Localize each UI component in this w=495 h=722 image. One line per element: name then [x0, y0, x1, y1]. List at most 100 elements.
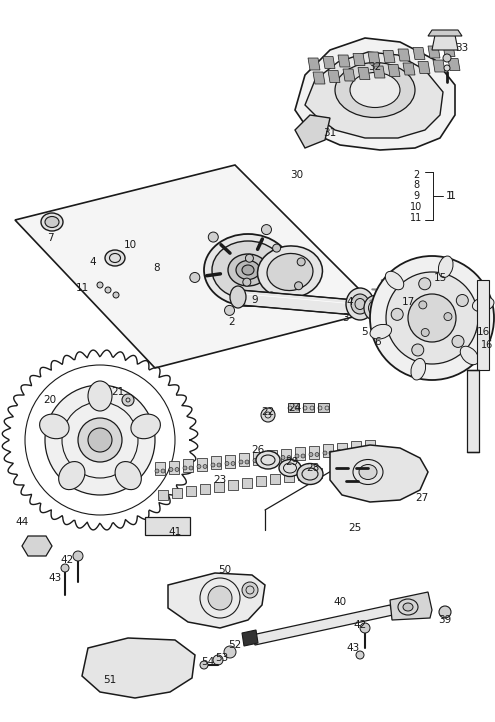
- Ellipse shape: [297, 464, 323, 484]
- Text: 32: 32: [368, 62, 382, 72]
- Polygon shape: [432, 35, 458, 50]
- Bar: [239, 453, 249, 466]
- Polygon shape: [22, 536, 52, 556]
- Ellipse shape: [115, 461, 142, 490]
- Circle shape: [267, 457, 271, 461]
- Bar: [158, 490, 168, 500]
- Polygon shape: [390, 592, 432, 620]
- Text: 42: 42: [60, 555, 74, 565]
- Text: 16: 16: [481, 340, 493, 350]
- Bar: [303, 403, 314, 412]
- Circle shape: [189, 466, 193, 470]
- Polygon shape: [448, 58, 460, 71]
- Polygon shape: [398, 49, 410, 61]
- Circle shape: [200, 661, 208, 669]
- Bar: [323, 444, 333, 457]
- Text: 31: 31: [323, 128, 337, 138]
- Bar: [351, 441, 361, 454]
- Ellipse shape: [236, 261, 260, 279]
- Circle shape: [211, 463, 215, 467]
- Circle shape: [217, 463, 221, 467]
- Text: 8: 8: [153, 263, 160, 273]
- Circle shape: [161, 469, 165, 473]
- Circle shape: [278, 298, 288, 308]
- Polygon shape: [428, 46, 440, 58]
- Polygon shape: [433, 60, 445, 72]
- Ellipse shape: [346, 288, 374, 320]
- Text: 54: 54: [201, 657, 215, 667]
- Circle shape: [386, 272, 478, 364]
- Text: 25: 25: [348, 523, 362, 533]
- Circle shape: [246, 254, 253, 262]
- Circle shape: [323, 451, 327, 455]
- Bar: [155, 462, 165, 475]
- Ellipse shape: [59, 461, 85, 490]
- Text: 29: 29: [286, 457, 298, 467]
- Circle shape: [370, 256, 494, 380]
- Text: 24: 24: [289, 403, 301, 413]
- Ellipse shape: [40, 414, 69, 439]
- Ellipse shape: [385, 271, 404, 290]
- Polygon shape: [343, 69, 355, 81]
- Circle shape: [273, 244, 281, 252]
- Bar: [214, 482, 224, 492]
- Bar: [172, 488, 182, 498]
- Circle shape: [190, 272, 200, 282]
- Circle shape: [197, 464, 201, 469]
- Ellipse shape: [472, 297, 494, 312]
- Circle shape: [267, 292, 275, 300]
- Circle shape: [61, 564, 69, 572]
- Bar: [365, 440, 375, 453]
- Text: 8: 8: [413, 180, 419, 190]
- Ellipse shape: [460, 347, 479, 365]
- Bar: [281, 448, 291, 461]
- Ellipse shape: [335, 63, 415, 118]
- Ellipse shape: [230, 286, 246, 308]
- Text: 2: 2: [229, 317, 235, 327]
- Text: 41: 41: [168, 527, 182, 537]
- Text: 42: 42: [353, 620, 367, 630]
- Circle shape: [444, 313, 452, 321]
- Ellipse shape: [45, 217, 59, 227]
- Polygon shape: [388, 64, 400, 77]
- Polygon shape: [82, 638, 195, 698]
- Bar: [225, 455, 235, 468]
- Bar: [169, 461, 179, 474]
- Polygon shape: [313, 72, 325, 84]
- Circle shape: [183, 466, 187, 470]
- Text: 9: 9: [413, 191, 419, 201]
- Text: 4: 4: [90, 257, 97, 267]
- Polygon shape: [295, 38, 455, 150]
- Circle shape: [371, 446, 375, 451]
- Circle shape: [412, 344, 424, 356]
- Bar: [337, 443, 347, 456]
- Ellipse shape: [364, 295, 386, 321]
- Circle shape: [245, 460, 249, 464]
- Ellipse shape: [359, 464, 377, 479]
- Circle shape: [97, 282, 103, 288]
- Bar: [270, 474, 280, 484]
- Circle shape: [253, 458, 257, 463]
- Circle shape: [175, 468, 179, 471]
- Circle shape: [45, 385, 155, 495]
- Text: 30: 30: [291, 170, 303, 180]
- Polygon shape: [358, 67, 370, 79]
- Circle shape: [297, 258, 305, 266]
- Ellipse shape: [370, 324, 392, 339]
- Text: 10: 10: [123, 240, 137, 250]
- Circle shape: [301, 454, 305, 458]
- Bar: [318, 403, 329, 412]
- Ellipse shape: [439, 256, 453, 277]
- Text: 28: 28: [306, 463, 320, 473]
- Text: 10: 10: [410, 202, 422, 212]
- Text: 20: 20: [44, 395, 56, 405]
- Circle shape: [208, 232, 218, 242]
- Polygon shape: [373, 66, 385, 78]
- Polygon shape: [168, 573, 265, 628]
- Ellipse shape: [212, 241, 284, 299]
- Text: 21: 21: [111, 387, 125, 397]
- Bar: [256, 476, 266, 486]
- Circle shape: [295, 454, 299, 458]
- Text: 17: 17: [401, 297, 415, 307]
- Bar: [477, 280, 489, 370]
